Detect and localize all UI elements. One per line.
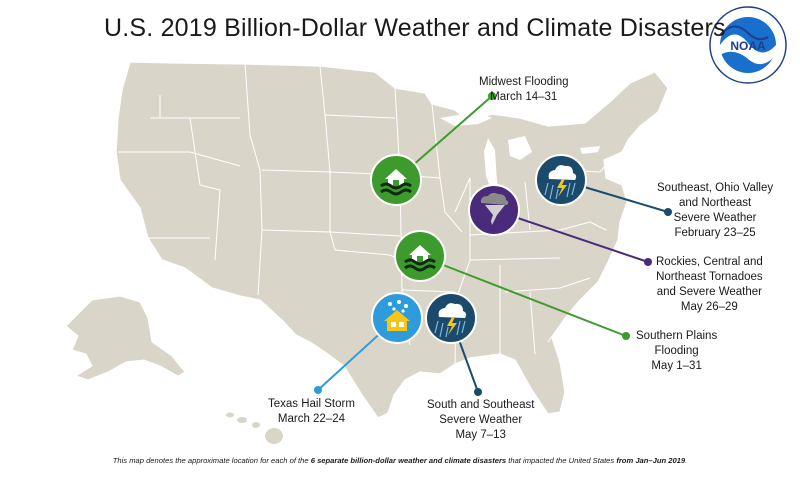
noaa-logo-text: NOAA bbox=[730, 39, 766, 53]
south-southeast-severe-title-2: Severe Weather bbox=[439, 414, 523, 426]
footnote-text-1: This map denotes the approximate locatio… bbox=[112, 456, 311, 465]
footnote-bold-1: 6 separate billion-dollar weather and cl… bbox=[310, 456, 507, 465]
footnote-bold-2: from Jan–Jun 2019 bbox=[616, 456, 686, 465]
southern-plains-flooding-connector bbox=[419, 255, 630, 340]
rockies-tornadoes-title-2: Northeast Tornadoes bbox=[656, 271, 763, 283]
midwest-flooding-date: March 14–31 bbox=[490, 91, 558, 103]
footnote-text-3: . bbox=[685, 456, 688, 465]
rockies-tornadoes-title-3: and Severe Weather bbox=[656, 286, 763, 298]
flood-house-icon bbox=[394, 230, 446, 282]
southeast-ohio-valley-title-2: and Northeast bbox=[678, 197, 752, 209]
hawaii-shape bbox=[226, 412, 283, 444]
rockies-tornadoes-label: Rockies, Central and Northeast Tornadoes… bbox=[656, 255, 763, 315]
southeast-ohio-valley-date: February 23–25 bbox=[674, 227, 756, 239]
texas-hail-storm-date: March 22–24 bbox=[277, 413, 346, 425]
page-title: U.S. 2019 Billion-Dollar Weather and Cli… bbox=[104, 14, 726, 42]
rockies-tornadoes-connector bbox=[493, 209, 652, 266]
southern-plains-flooding-title-2: Flooding bbox=[654, 345, 699, 357]
south-southeast-severe-date: May 7–13 bbox=[455, 429, 506, 441]
midwest-flooding-label: Midwest Flooding March 14–31 bbox=[479, 75, 568, 105]
south-southeast-severe-label: South and Southeast Severe Weather May 7… bbox=[427, 398, 534, 443]
texas-hail-storm-title: Texas Hail Storm bbox=[268, 398, 355, 410]
alaska-shape bbox=[65, 295, 186, 381]
noaa-logo: NOAA bbox=[709, 6, 787, 84]
rockies-tornadoes-date: May 26–29 bbox=[680, 301, 738, 313]
southern-plains-flooding-title-1: Southern Plains bbox=[636, 330, 718, 342]
south-southeast-severe-title-1: South and Southeast bbox=[427, 399, 535, 411]
footnote-text-2: that impacted the United States bbox=[506, 456, 617, 465]
storm-cloud-lightning-icon bbox=[425, 292, 477, 344]
southeast-ohio-valley-title-3: Severe Weather bbox=[673, 212, 757, 224]
footnote: This map denotes the approximate locatio… bbox=[0, 456, 800, 465]
hail-house-icon bbox=[371, 292, 423, 344]
texas-hail-storm-label: Texas Hail Storm March 22–24 bbox=[268, 397, 355, 427]
storm-cloud-lightning-icon bbox=[535, 154, 587, 206]
southeast-ohio-valley-label: Southeast, Ohio Valley and Northeast Sev… bbox=[657, 181, 773, 241]
southeast-ohio-valley-title-1: Southeast, Ohio Valley bbox=[657, 182, 774, 194]
southern-plains-flooding-date: May 1–31 bbox=[651, 360, 702, 372]
rockies-tornadoes-title-1: Rockies, Central and bbox=[656, 256, 763, 268]
midwest-flooding-title: Midwest Flooding bbox=[479, 76, 569, 88]
flood-house-icon bbox=[370, 154, 422, 206]
tornado-icon bbox=[468, 184, 520, 236]
southern-plains-flooding-label: Southern Plains Flooding May 1–31 bbox=[636, 329, 717, 374]
